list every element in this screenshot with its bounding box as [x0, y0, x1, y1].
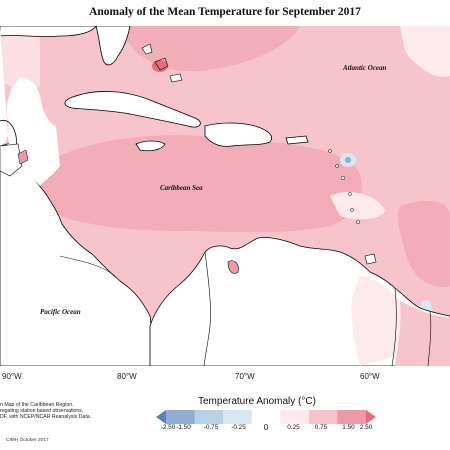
lon-label-90w: 90°W — [2, 372, 22, 381]
color-legend — [156, 410, 376, 424]
lon-label-70w: 70°W — [235, 372, 255, 381]
legend-swatch — [166, 410, 196, 424]
land-island-b — [335, 164, 339, 168]
legend-title: Temperature Anomaly (°C) — [198, 396, 316, 407]
land-cuba — [64, 91, 201, 128]
anomaly-map: Atlantic Ocean Caribbean Sea Pacific Oce… — [0, 26, 450, 366]
credit-text: CIMH October 2017 — [6, 438, 49, 443]
map-title: Anomaly of the Mean Temperature for Sept… — [89, 6, 361, 18]
land-bahamas-1 — [141, 43, 153, 55]
anomaly-patch-north — [120, 26, 300, 72]
legend-tick-label: 1.50 — [342, 424, 355, 431]
legend-swatch — [280, 410, 310, 424]
land-island-a — [328, 149, 332, 153]
anomaly-light-islands — [330, 191, 385, 220]
lon-label-80w: 80°W — [117, 372, 137, 381]
legend-swatch — [308, 410, 338, 424]
legend-swatch — [366, 410, 376, 424]
label-atlantic-ocean: Atlantic Ocean — [343, 64, 387, 72]
land-hispaniola — [204, 122, 272, 147]
land-island-e — [350, 208, 354, 212]
legend-tick-label: 0.75 — [314, 424, 328, 431]
legend-ticks: -2.50 -1.50 -0.75 -0.25 0 0.25 0.75 1.50 2.50 — [156, 423, 376, 434]
border-venezuela-guyana — [391, 287, 397, 366]
lake-maracaibo — [227, 260, 239, 274]
anomaly-light-nw — [0, 26, 40, 91]
note-line: DF, with NCEP/NCAR Reanalysis Data. — [0, 414, 92, 421]
map-canvas — [0, 26, 450, 366]
label-caribbean-sea: Caribbean Sea — [160, 184, 203, 192]
border-guyana-suriname — [427, 311, 432, 366]
legend-bar — [156, 410, 376, 424]
legend-swatch — [194, 410, 224, 424]
lon-label-60w: 60°W — [360, 372, 380, 381]
land-belize — [0, 143, 23, 177]
legend-tick-label: 0 — [263, 423, 269, 432]
border-colombia-venezuela — [203, 251, 211, 366]
anomaly-hotspot-bahamas — [152, 60, 168, 72]
land-puerto-rico — [285, 135, 309, 145]
anomaly-patch-east — [397, 200, 450, 287]
land-florida — [95, 26, 131, 66]
legend-swatch — [223, 410, 253, 424]
legend-swatch — [156, 410, 166, 424]
anomaly-venezuela-east — [351, 276, 403, 366]
legend-tick-label: 0.25 — [287, 424, 300, 431]
map-notes: n Map of the Caribbean Region. regating … — [0, 402, 130, 421]
legend-tick-label: -1.50 — [176, 424, 191, 431]
legend-swatch — [337, 410, 367, 424]
land-bahamas-2 — [154, 57, 169, 71]
legend-tick-label: 2.50 — [359, 424, 373, 431]
anomaly-guyana — [395, 301, 450, 366]
anomaly-band-caribbean — [38, 135, 362, 233]
note-line: n Map of the Caribbean Region. — [0, 402, 74, 408]
anomaly-light-ne — [400, 26, 450, 77]
label-pacific-ocean: Pacific Ocean — [40, 308, 81, 316]
note-line: regating station based observations, — [0, 408, 84, 415]
land-gulf-coast — [0, 26, 97, 37]
border-central-america — [59, 255, 116, 277]
land-bahamas-3 — [169, 73, 183, 83]
legend-tick-label: -2.50 — [160, 424, 176, 431]
land-island-f — [355, 219, 361, 225]
land-jamaica — [135, 140, 166, 152]
legend-tick-label: -0.75 — [203, 424, 219, 431]
land-trinidad — [364, 253, 377, 265]
land-island-d — [348, 192, 352, 196]
land-island-c — [340, 175, 346, 181]
legend-swatch — [251, 410, 281, 424]
anomaly-cool-spot-core — [345, 157, 351, 163]
belize-anomaly — [17, 149, 29, 165]
legend-tick-label: -0.25 — [231, 424, 246, 431]
